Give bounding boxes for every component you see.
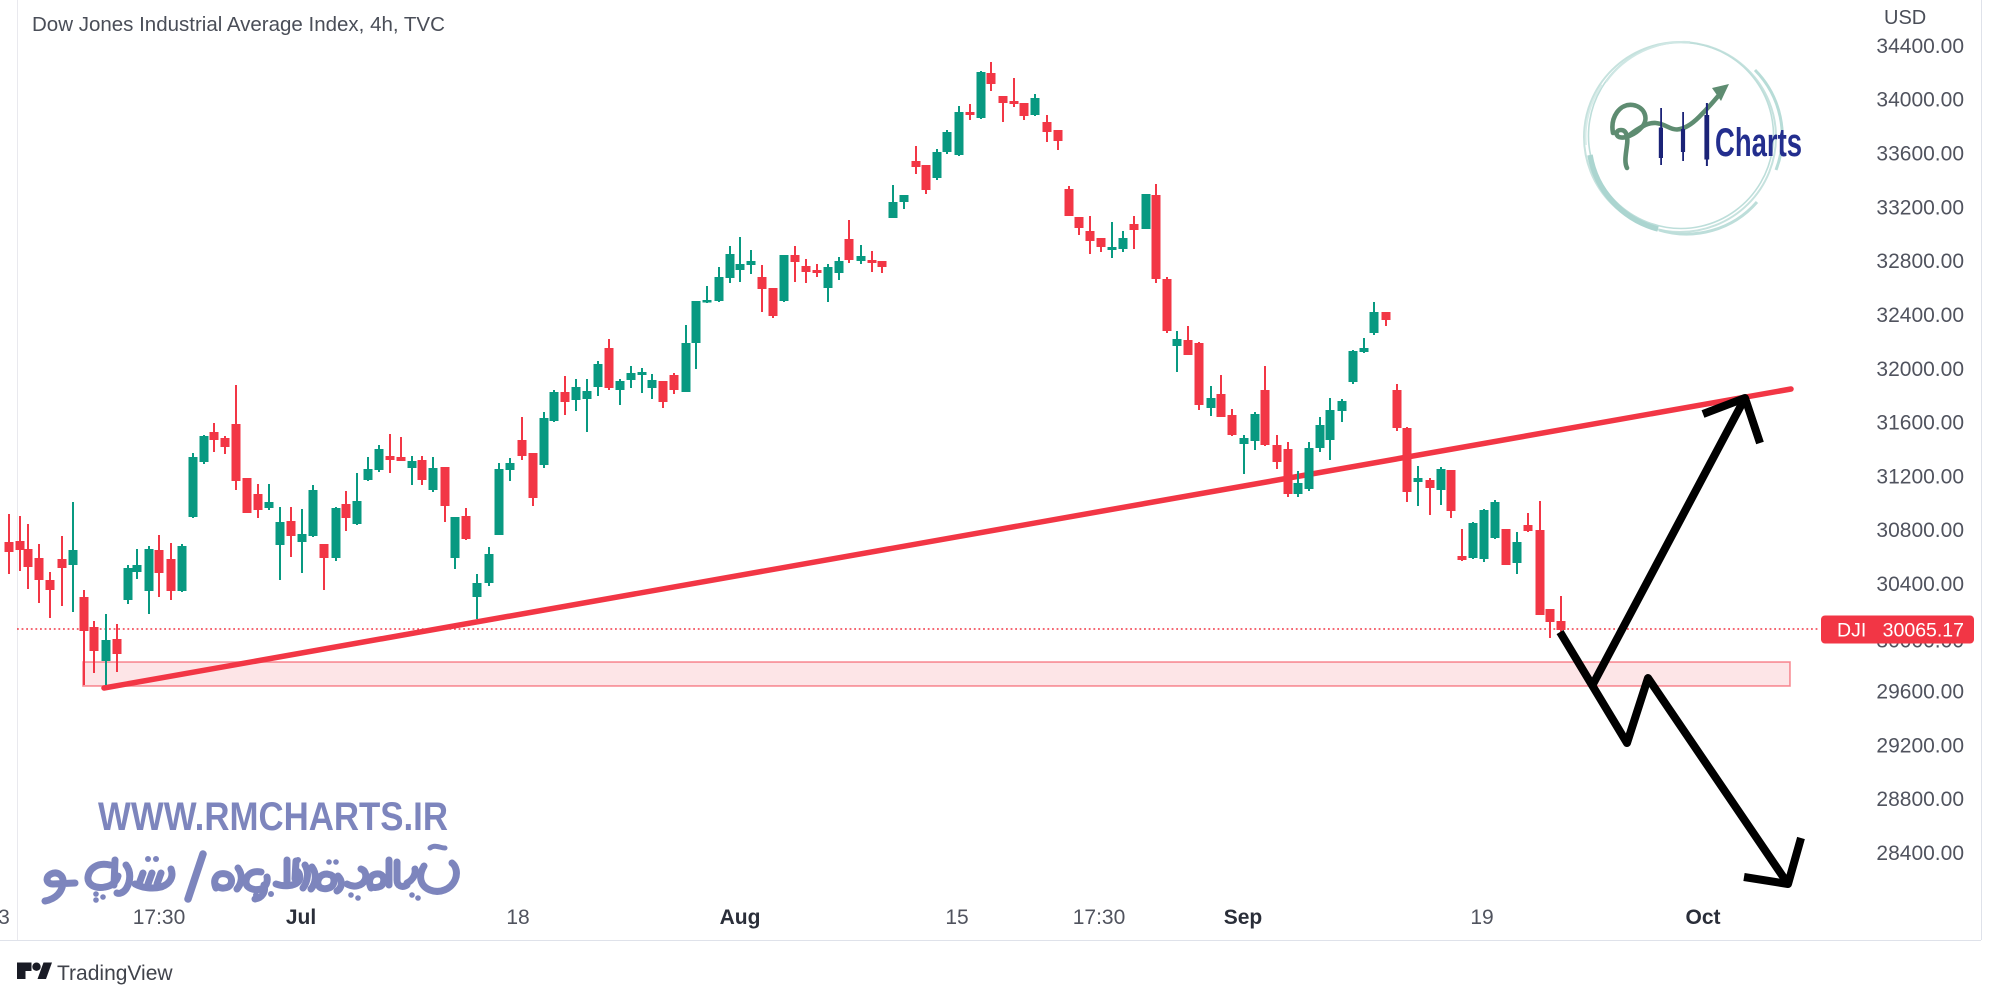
svg-text:TradingView: TradingView	[57, 962, 173, 985]
svg-text:30065.17: 30065.17	[1883, 620, 1964, 642]
svg-text:WWW.RMCHARTS.IR: WWW.RMCHARTS.IR	[98, 795, 448, 839]
svg-text:28400.00: 28400.00	[1876, 842, 1964, 865]
svg-text:Oct: Oct	[1685, 906, 1720, 929]
svg-text:17:30: 17:30	[1073, 906, 1126, 929]
svg-text:15: 15	[945, 906, 968, 929]
svg-text:30400.00: 30400.00	[1876, 573, 1964, 596]
svg-text:Dow Jones Industrial Average I: Dow Jones Industrial Average Index, 4h, …	[32, 13, 445, 36]
svg-text:32000.00: 32000.00	[1876, 358, 1964, 381]
svg-text:31600.00: 31600.00	[1876, 412, 1964, 435]
svg-text:29600.00: 29600.00	[1876, 681, 1964, 704]
svg-text:32400.00: 32400.00	[1876, 304, 1964, 327]
svg-text:Aug: Aug	[720, 906, 761, 929]
svg-text:33600.00: 33600.00	[1876, 143, 1964, 166]
svg-text:34400.00: 34400.00	[1876, 35, 1964, 58]
svg-text:Jul: Jul	[286, 906, 316, 929]
svg-text:28800.00: 28800.00	[1876, 788, 1964, 811]
svg-text:29200.00: 29200.00	[1876, 734, 1964, 757]
svg-text:USD: USD	[1884, 7, 1926, 29]
svg-text:19: 19	[1470, 906, 1493, 929]
svg-text:18: 18	[506, 906, 529, 929]
svg-text:31200.00: 31200.00	[1876, 465, 1964, 488]
svg-text:DJI: DJI	[1837, 620, 1866, 642]
svg-text:34000.00: 34000.00	[1876, 89, 1964, 112]
svg-text:Charts: Charts	[1715, 121, 1802, 165]
svg-text:3: 3	[0, 906, 10, 929]
svg-text:33200.00: 33200.00	[1876, 196, 1964, 219]
svg-text:30800.00: 30800.00	[1876, 519, 1964, 542]
svg-text:32800.00: 32800.00	[1876, 250, 1964, 273]
svg-text:17:30: 17:30	[133, 906, 186, 929]
svg-text:Sep: Sep	[1224, 906, 1263, 929]
